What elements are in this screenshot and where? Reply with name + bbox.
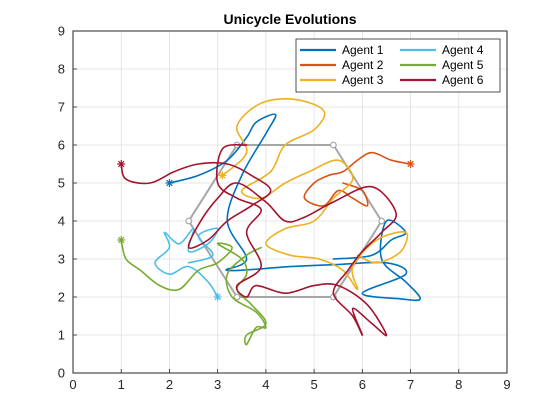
legend-label-agent-6: Agent 6 [442,73,484,87]
legend-label-agent-2: Agent 2 [342,58,384,72]
y-tick-label: 1 [58,328,65,343]
x-tick-label: 4 [262,377,269,392]
y-tick-label: 0 [58,366,65,381]
agent-6-series [117,143,397,337]
formation-vertex-marker [330,141,337,149]
legend-label-agent-4: Agent 4 [442,43,484,57]
agent-2-trajectory [303,151,412,207]
agent-5-start-marker [117,236,126,244]
agent-3-trajectory [221,98,409,291]
agent-1-start-marker [165,179,174,187]
x-tick-label: 1 [118,377,125,392]
axis-ticks: 0 1 2 3 4 5 6 7 8 9 0 1 2 3 4 5 6 7 8 9 [58,24,511,393]
formation-vertex-marker [185,217,193,225]
y-tick-label: 7 [58,100,65,115]
y-tick-label: 6 [58,138,65,153]
formation-vertex-marker [378,217,386,225]
x-tick-label: 2 [166,377,173,392]
x-tick-label: 3 [214,377,221,392]
agent-trajectories [117,98,421,346]
x-tick-label: 5 [310,377,317,392]
legend-label-agent-3: Agent 3 [342,73,384,87]
legend-label-agent-5: Agent 5 [442,58,484,72]
y-tick-label: 5 [58,176,65,191]
y-tick-label: 2 [58,290,65,305]
agent-3-start-marker [218,171,227,180]
agent-2-start-marker [406,160,415,168]
y-tick-label: 4 [58,214,65,229]
agent-6-start-marker [117,160,126,168]
x-tick-label: 8 [455,377,462,392]
x-tick-label: 7 [407,377,414,392]
chart-title: Unicycle Evolutions [223,11,356,27]
agent-2-series [303,151,415,207]
plot-frame [72,30,508,374]
y-tick-label: 3 [58,252,65,267]
formation-hexagon [185,141,386,301]
y-tick-label: 9 [58,24,65,39]
formation-vertex-marker [233,293,241,301]
y-tick-label: 8 [58,62,65,77]
x-tick-label: 0 [69,377,76,392]
agent-4-series [154,227,222,301]
agent-3-series [218,98,409,291]
x-tick-label: 6 [359,377,366,392]
agent-4-trajectory [154,227,219,298]
agent-4-start-marker [213,293,222,301]
x-tick-label: 9 [503,377,510,392]
legend-label-agent-1: Agent 1 [342,43,384,57]
agent-6-trajectory [120,143,397,337]
